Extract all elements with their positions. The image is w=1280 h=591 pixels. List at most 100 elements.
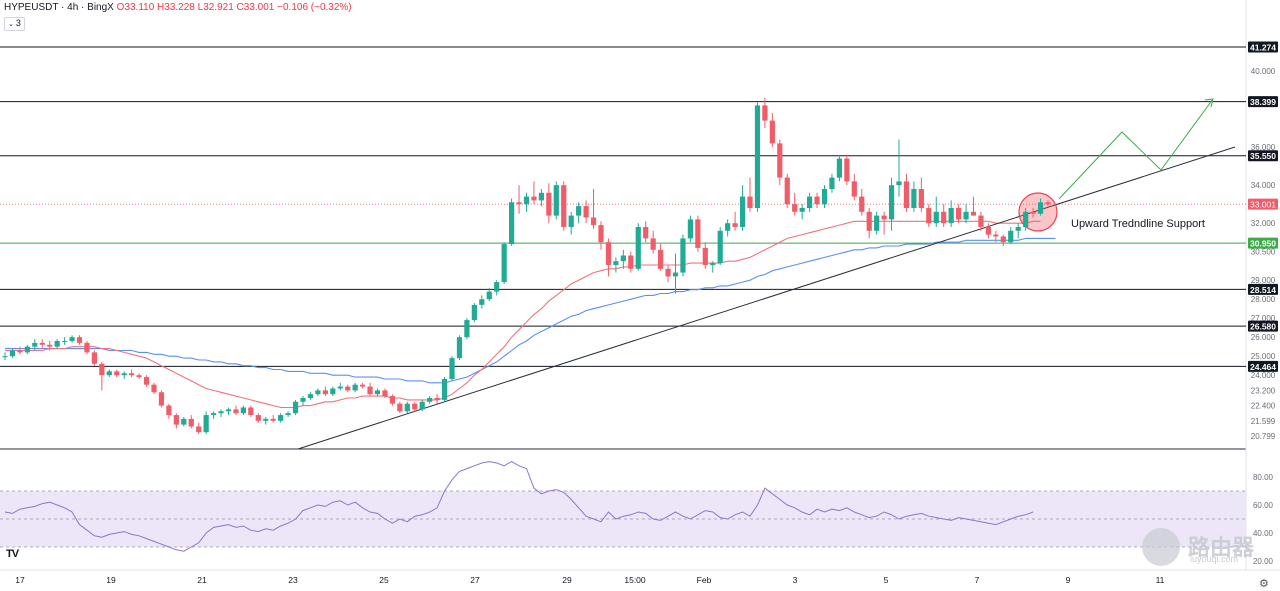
time-tick: 19 — [106, 575, 116, 585]
candle-body — [859, 196, 865, 212]
level-label-bg — [1248, 360, 1278, 372]
candle-body — [650, 238, 656, 250]
candle — [888, 177, 895, 231]
price-tick: 40.000 — [1251, 67, 1276, 76]
candle-body — [1045, 202, 1051, 205]
candle — [270, 415, 276, 423]
candle — [91, 350, 97, 366]
candle-body — [225, 409, 232, 412]
candle-body — [24, 346, 30, 353]
candle-body — [76, 337, 83, 343]
candle — [173, 413, 179, 429]
tradingview-logo-icon[interactable]: TV — [6, 548, 19, 560]
candle — [211, 411, 217, 419]
trendline-layer — [297, 146, 1236, 450]
candle — [710, 261, 716, 273]
candle — [970, 196, 977, 216]
level-label-bg — [1248, 41, 1278, 53]
candle — [717, 226, 723, 265]
candle-body — [129, 373, 135, 376]
level-label-bg — [1248, 320, 1278, 332]
level-label: 38.399 — [1250, 97, 1276, 107]
candle — [367, 382, 373, 397]
candle — [844, 154, 850, 186]
candle-body — [322, 390, 328, 395]
candle-body — [687, 219, 693, 239]
candle — [84, 340, 90, 355]
candle — [151, 382, 157, 395]
rsi-tick: 20.00 — [1253, 557, 1274, 566]
candle — [538, 188, 544, 207]
candle — [821, 185, 828, 208]
candle-body — [672, 272, 679, 277]
candle — [32, 339, 38, 351]
candle-body — [441, 378, 448, 400]
candle-body — [702, 247, 708, 265]
time-tick: 9 — [1066, 575, 1071, 585]
candle — [240, 405, 246, 416]
candle-body — [471, 304, 477, 321]
candle — [121, 371, 127, 379]
candle — [404, 401, 410, 414]
candle — [389, 394, 395, 406]
candle-body — [553, 185, 559, 216]
candle-body — [829, 177, 835, 189]
candle-body — [2, 356, 8, 358]
candle-body — [218, 411, 224, 414]
rsi-pane: 80.00 60.00 40.00 20.00 — [0, 461, 1274, 566]
ohlc-readout: O33.110 H33.228 L32.921 C33.001 −0.106 (… — [116, 2, 352, 13]
candle — [702, 242, 708, 269]
level-label-bg — [1248, 283, 1278, 295]
candle-body — [754, 105, 761, 208]
candle-body — [1015, 226, 1021, 231]
settings-gear-icon[interactable]: ⚙ — [1259, 578, 1269, 590]
candle — [695, 215, 701, 252]
candle — [658, 244, 664, 271]
time-tick: 21 — [197, 575, 207, 585]
watermark-logo-icon — [1142, 528, 1180, 566]
candle-body — [352, 384, 358, 391]
candle-body — [970, 211, 977, 216]
price-tick: 23.200 — [1251, 386, 1276, 395]
candle-body — [918, 188, 924, 208]
candle — [1023, 207, 1029, 231]
candle — [315, 388, 321, 397]
price-axis: 44.00041.27440.00038.39936.00035.55034.0… — [1248, 0, 1278, 441]
time-tick: 17 — [15, 575, 25, 585]
symbol-label[interactable]: HYPEUSDT · 4h · BingX — [4, 2, 114, 13]
trendline-annotation: Upward Tredndline Support — [1071, 218, 1205, 230]
candle — [412, 401, 418, 412]
candle-body — [680, 238, 686, 273]
candle-body — [143, 377, 150, 385]
projection-layer — [1058, 98, 1214, 200]
candle-body — [926, 207, 932, 224]
candle — [1037, 198, 1044, 216]
time-tick: 7 — [975, 575, 980, 585]
time-tick: 5 — [884, 575, 889, 585]
candle — [188, 415, 194, 429]
level-label: 28.514 — [1250, 285, 1276, 295]
horizontal-levels — [0, 46, 1246, 367]
candle-body — [576, 206, 582, 216]
candle — [486, 287, 492, 302]
candle — [605, 238, 612, 277]
price-tick: 24.000 — [1251, 371, 1276, 380]
candle — [471, 302, 477, 322]
price-tick: 21.599 — [1251, 417, 1276, 426]
candle — [17, 346, 23, 355]
candle — [851, 173, 857, 201]
candle — [792, 192, 798, 216]
last-price-label-bg — [1248, 198, 1278, 210]
candle — [583, 200, 589, 224]
candle-body — [844, 158, 850, 182]
candle-body — [717, 230, 723, 264]
candle — [903, 173, 910, 212]
candle — [1008, 226, 1014, 245]
candle — [874, 211, 880, 235]
candle-body — [367, 386, 373, 395]
candle — [494, 280, 500, 296]
candle-body — [605, 242, 612, 265]
candle-body — [739, 196, 746, 227]
indicators-toggle[interactable]: ⌄ 3 — [4, 17, 25, 31]
